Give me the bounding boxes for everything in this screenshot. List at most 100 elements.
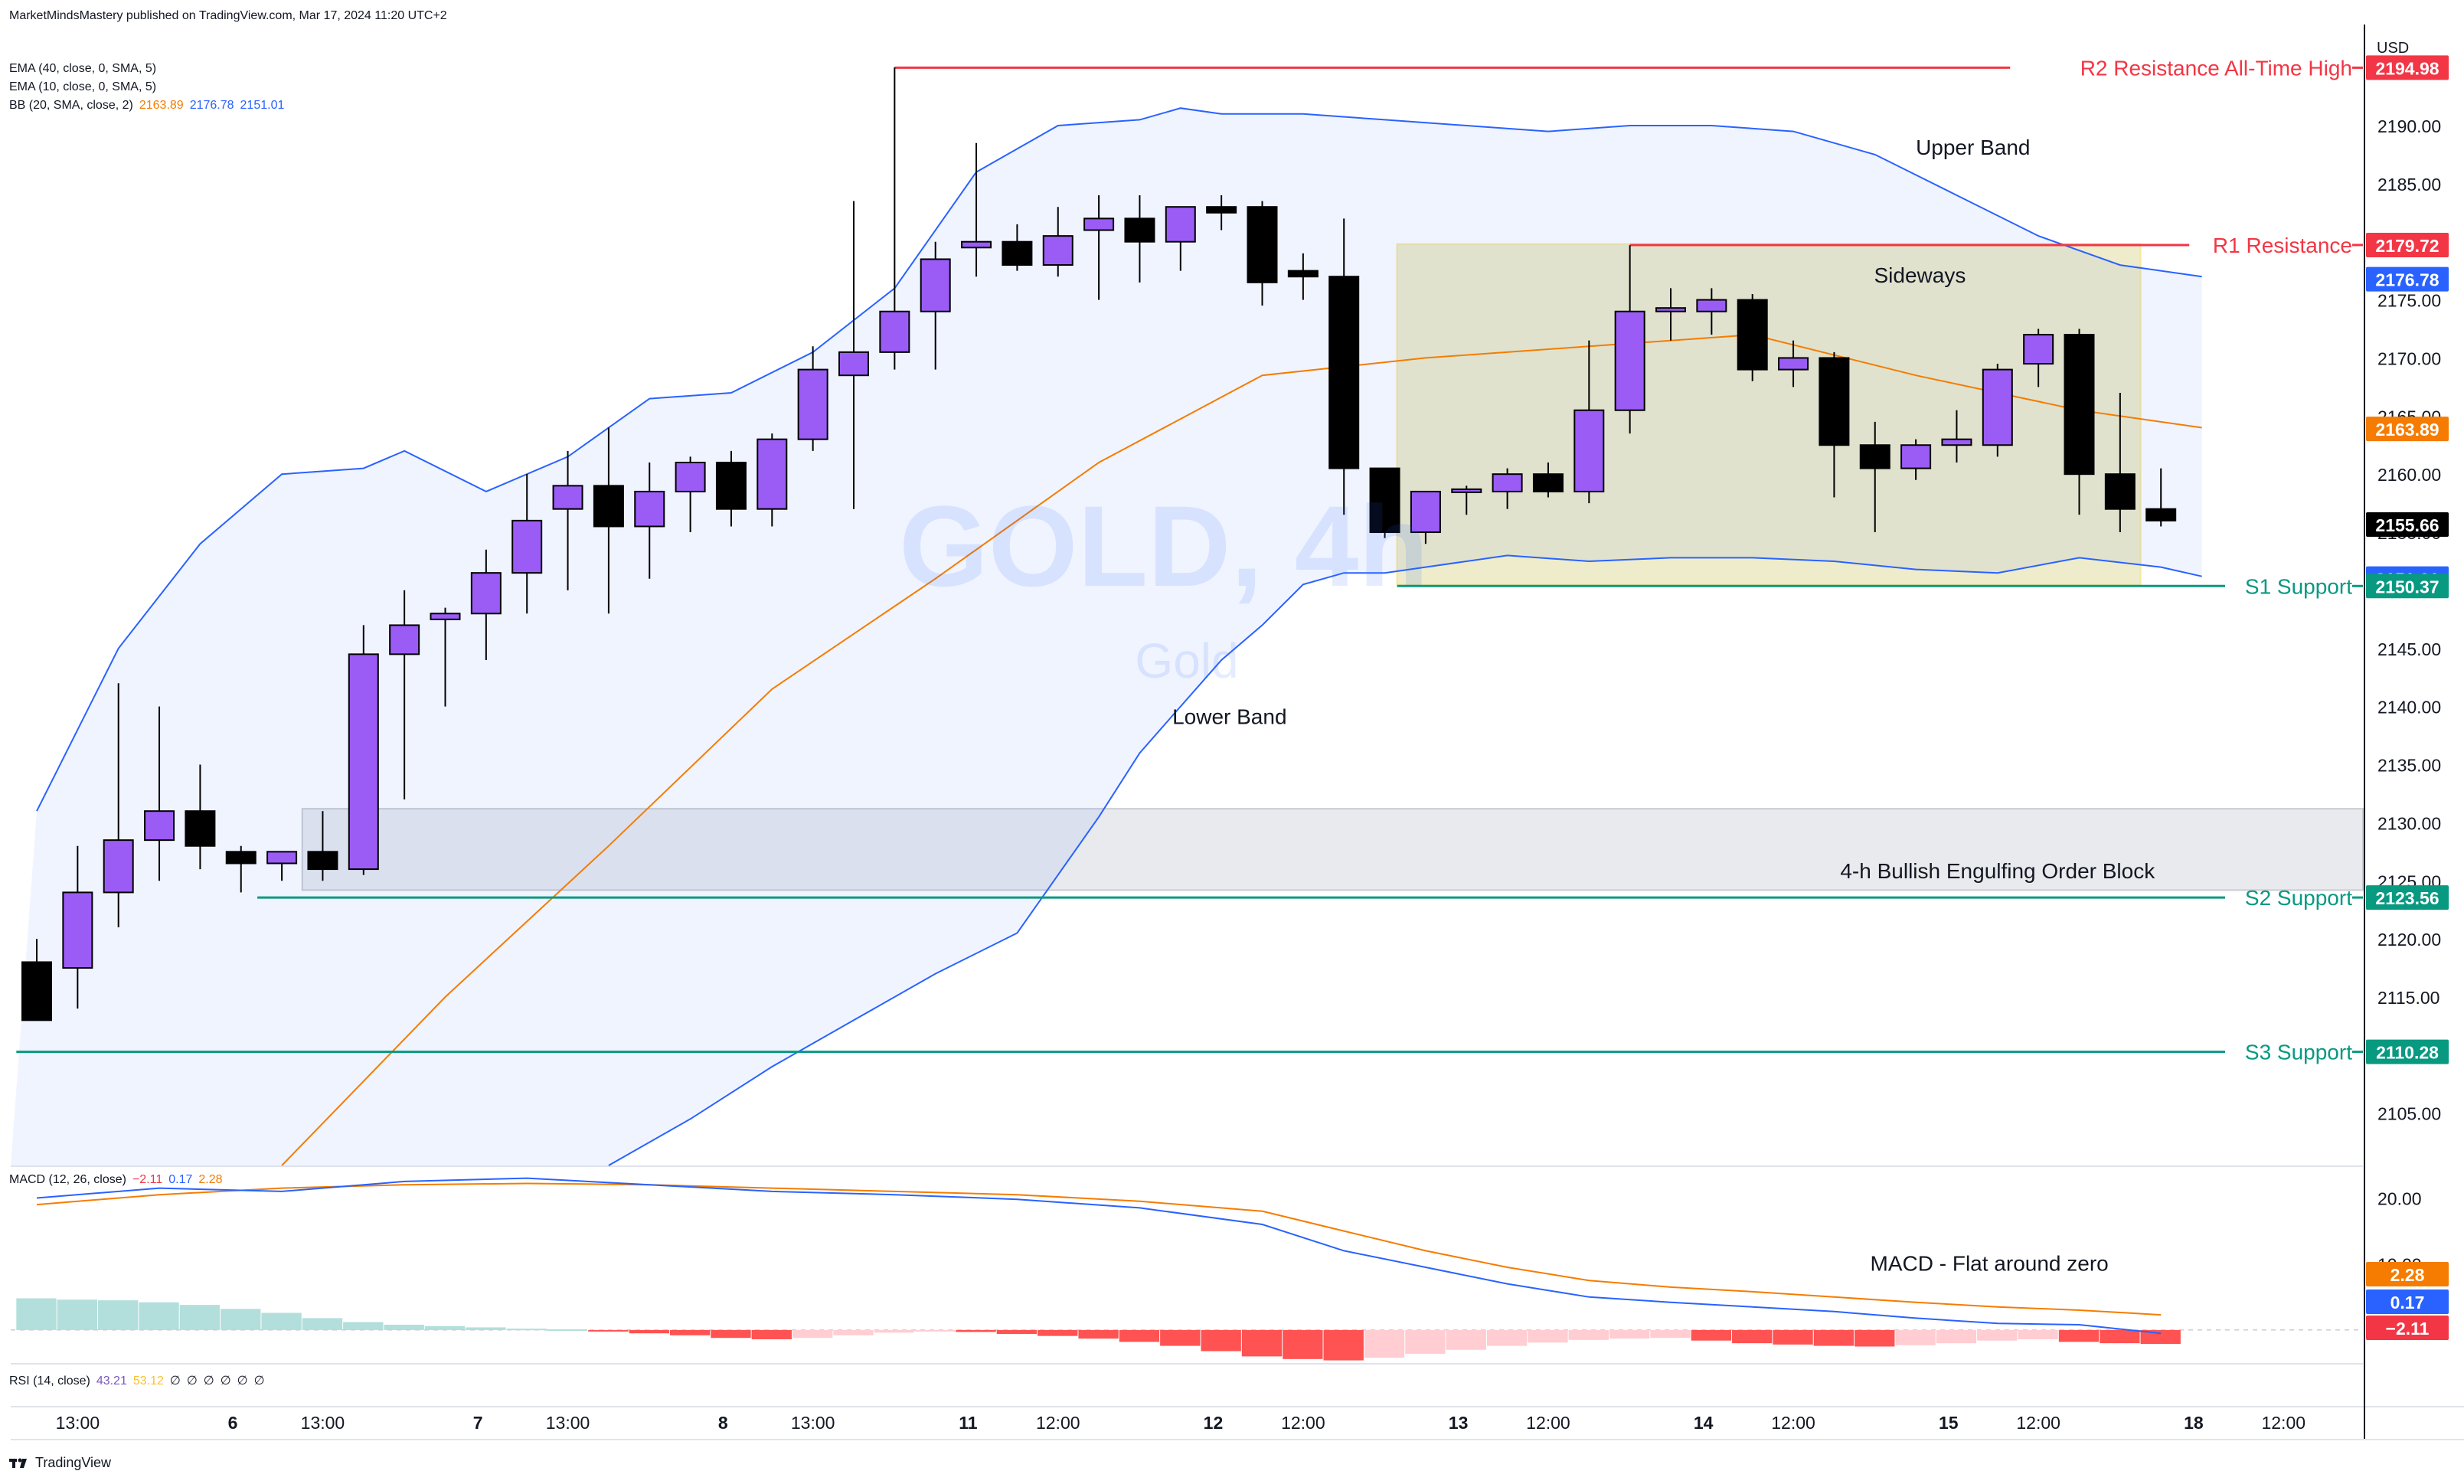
candle-body xyxy=(1206,206,1237,214)
candle-body xyxy=(1900,444,1932,469)
macd-histogram-bar xyxy=(1283,1329,1323,1359)
macd-histogram-bar xyxy=(956,1329,996,1332)
candle-body xyxy=(757,438,788,510)
macd-annotation: MACD - Flat around zero xyxy=(1871,1251,2109,1275)
price-axis: 2105.002110.002115.002120.002125.002130.… xyxy=(2366,55,2449,1340)
pane-value: ∅ xyxy=(237,1374,248,1388)
annotation-label: Lower Band xyxy=(1172,704,1286,728)
macd-histogram-bar xyxy=(588,1329,629,1332)
macd-histogram-bar xyxy=(1609,1329,1650,1339)
candle-body xyxy=(2023,334,2054,365)
candle-body xyxy=(1655,307,1686,312)
candle-body xyxy=(307,851,338,871)
price-tick-label: 2140.00 xyxy=(2377,698,2441,717)
candle-body xyxy=(1410,490,1441,534)
annotation-label: 4-h Bullish Engulfing Order Block xyxy=(1840,859,2155,883)
candle-body xyxy=(1083,217,1115,231)
candle-body xyxy=(511,519,543,574)
candle-body xyxy=(593,485,624,528)
candle-body xyxy=(1247,206,1278,283)
candle-body xyxy=(920,258,951,312)
macd-tag-value: 0.17 xyxy=(2390,1293,2425,1312)
candle-body xyxy=(1165,206,1196,243)
time-axis: 13:00 6 13:00 7 13:00 8 13:00 11 12:00 12 12:00 13 1… xyxy=(56,1413,2306,1433)
candle-body xyxy=(103,839,134,894)
bb-lower-line xyxy=(608,554,2202,1166)
candle-body xyxy=(1819,357,1850,446)
pane-value: 43.21 xyxy=(96,1374,127,1388)
tradingview-brand[interactable]: TradingView xyxy=(9,1455,111,1471)
zone-box xyxy=(1396,243,2142,586)
candle-body xyxy=(266,851,298,865)
candle-body xyxy=(348,653,379,871)
price-tag-value: 2123.56 xyxy=(2375,888,2439,908)
price-tag-value: 2176.78 xyxy=(2375,270,2439,290)
macd-histogram-bar xyxy=(1813,1329,1855,1346)
time-tick-label: 12:00 xyxy=(1526,1413,1570,1433)
macd-histogram-bar xyxy=(343,1322,384,1330)
macd-histogram-bar xyxy=(915,1329,956,1332)
price-tag xyxy=(2366,885,2449,910)
time-tick-label: 13:00 xyxy=(791,1413,835,1433)
candle-body xyxy=(634,490,665,528)
candle-body xyxy=(715,462,747,510)
price-tag-value: 2150.37 xyxy=(2375,577,2439,597)
pane-title: RSI (14, close) xyxy=(9,1374,90,1388)
macd-tag-value: −2.11 xyxy=(2386,1319,2430,1339)
time-tick-label: 8 xyxy=(718,1413,728,1433)
time-tick-label: 12:00 xyxy=(2261,1413,2306,1433)
level-label: R2 Resistance All-Time High xyxy=(2080,56,2352,80)
annotation-label: Sideways xyxy=(1874,263,1966,287)
macd-histogram-bar xyxy=(506,1329,547,1331)
time-tick-label: 11 xyxy=(959,1413,978,1433)
macd-histogram-bar xyxy=(1732,1329,1773,1344)
indicator-label: EMA (10, close, 0, SMA, 5) xyxy=(9,80,157,93)
pane-value: ∅ xyxy=(253,1374,265,1388)
candle-body xyxy=(1124,217,1155,243)
price-tag xyxy=(2366,574,2449,599)
candle-body xyxy=(62,891,93,969)
publisher-info: MarketMindsMastery published on TradingV… xyxy=(9,9,447,22)
macd-histogram-bar xyxy=(221,1309,261,1330)
price-tag xyxy=(2366,1039,2449,1064)
macd-histogram-bar xyxy=(1895,1329,1936,1345)
time-tick-label: 12 xyxy=(1204,1413,1224,1433)
macd-histogram-bar xyxy=(751,1329,792,1339)
candle-body xyxy=(1532,473,1564,492)
macd-legend[interactable]: MACD (12, 26, close) −2.11 0.17 2.28 xyxy=(9,1173,229,1187)
macd-histogram-bar xyxy=(1650,1329,1691,1339)
ema-40-line xyxy=(281,334,2202,1166)
watermark-name: Gold xyxy=(1135,633,1238,688)
macd-histogram-bar xyxy=(424,1325,466,1330)
time-tick-label: 13:00 xyxy=(301,1413,345,1433)
macd-histogram-bar xyxy=(1936,1329,1977,1344)
indicator-value: 2163.89 xyxy=(139,99,184,112)
candle-body xyxy=(1859,444,1890,469)
macd-histogram-bar xyxy=(57,1299,98,1330)
price-tick-label: 2135.00 xyxy=(2377,756,2441,776)
candlesticks xyxy=(21,67,2177,1021)
pane-value: 0.17 xyxy=(168,1173,193,1186)
macd-histogram-bar xyxy=(833,1329,874,1335)
macd-histogram-bar xyxy=(996,1329,1038,1335)
currency-label[interactable]: USD xyxy=(2377,40,2410,57)
pane-value: ∅ xyxy=(169,1374,181,1388)
macd-histogram-bar xyxy=(179,1305,221,1330)
macd-histogram-bar xyxy=(711,1329,751,1339)
candle-body xyxy=(1614,310,1645,411)
indicator-legend-ema10[interactable]: EMA (10, close, 0, SMA, 5) xyxy=(9,80,162,94)
indicator-legend-ema40[interactable]: EMA (40, close, 0, SMA, 5) xyxy=(9,62,162,76)
macd-histogram-bar xyxy=(384,1325,424,1330)
bb-upper-line xyxy=(36,107,2202,812)
price-tag xyxy=(2366,232,2449,257)
rsi-legend[interactable]: RSI (14, close) 43.21 53.12 ∅ ∅ ∅ ∅ ∅ ∅ xyxy=(9,1373,271,1388)
indicator-legend-bb[interactable]: BB (20, SMA, close, 2) 2163.89 2176.78 2151… xyxy=(9,99,290,113)
level-label: S1 Support xyxy=(2245,574,2352,598)
price-tag xyxy=(2366,55,2449,80)
macd-histogram-bar xyxy=(1977,1329,2018,1341)
candle-body xyxy=(1778,357,1809,371)
macd-histogram-bar xyxy=(1160,1329,1201,1346)
pane-value: ∅ xyxy=(220,1374,231,1388)
macd-tick-label: 20.00 xyxy=(2377,1188,2422,1208)
